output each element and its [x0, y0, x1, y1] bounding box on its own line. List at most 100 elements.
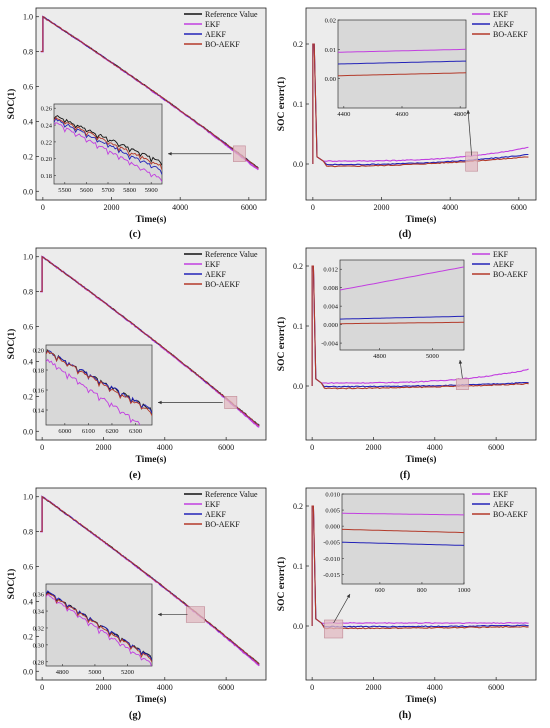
series-group — [40, 495, 260, 667]
series-line-bo-aekf — [40, 15, 259, 169]
inset-series-group — [54, 115, 162, 182]
inset-y-tick-label: 0.012 — [323, 267, 338, 274]
legend-entry: EKF — [205, 500, 221, 509]
inset-x-tick-label: 5000 — [88, 669, 101, 676]
inset-series-line — [342, 512, 464, 516]
panel-label: (d) — [399, 229, 412, 240]
zoom-connector-line — [333, 593, 351, 624]
inset-series-line — [54, 117, 162, 175]
inset-series-group — [338, 48, 466, 77]
legend-entry: EKF — [493, 490, 509, 499]
y-tick-label: 0.1 — [293, 100, 303, 109]
panel-g: 0 2000 4000 6000 0.0 0.2 0.4 0.6 0.8 1.0 Time(s) SO… — [6, 487, 267, 721]
inset-x-tick-label: 5200 — [121, 669, 134, 676]
inset-series-line — [340, 321, 464, 325]
y-tick-label: 1.0 — [23, 253, 33, 262]
y-tick-label: 1.0 — [23, 493, 33, 502]
panel-d: 0 2000 4000 6000 0.0 0.1 0.2 Time(s) SOC erorr(1… — [276, 7, 537, 240]
inset-x-tick-label: 5700 — [102, 187, 115, 194]
inset-series-line — [46, 350, 152, 414]
y-tick-label: 0.6 — [23, 83, 33, 92]
y-axis-label: SOC erorr(1) — [276, 557, 287, 611]
x-tick-label: 0 — [310, 683, 314, 692]
inset-x-tick-label: 4800 — [454, 111, 467, 118]
x-tick-label: 0 — [41, 203, 45, 212]
y-axis-label: SOC erorr(1) — [276, 317, 287, 371]
inset-y-tick-label: -0.005 — [323, 540, 340, 547]
series-line-aekf — [311, 265, 529, 388]
inset-x-tick-label: 4400 — [337, 111, 350, 118]
inset-y-tick-label: 0.00 — [325, 76, 336, 83]
y-tick-label: 0.6 — [23, 563, 33, 572]
series-line-bo-aekf — [312, 43, 529, 168]
inset-y-tick-label: 0.14 — [33, 408, 45, 415]
legend-entry: BO-AEKF — [493, 510, 528, 519]
inset-x-tick-label: 6100 — [82, 428, 95, 435]
inset-x-tick-label: 4600 — [396, 111, 409, 118]
x-axis-label: Time(s) — [406, 214, 437, 225]
legend-entry: BO-AEKF — [205, 40, 240, 49]
series-group — [311, 265, 529, 390]
inset-series-line — [338, 60, 466, 65]
zoom-connector-arrowhead — [458, 360, 463, 364]
series-group — [311, 505, 529, 630]
inset-y-tick-label: 0.02 — [325, 18, 336, 25]
inset-y-tick-label: 0.010 — [325, 492, 340, 499]
zoom-connector-arrowhead — [168, 152, 172, 156]
zoom-connector-arrowhead — [158, 612, 162, 617]
inset-series-line — [54, 122, 162, 182]
inset-series-group — [342, 512, 464, 546]
panel-label: (e) — [129, 470, 141, 481]
legend-entry: AEKF — [205, 270, 226, 279]
x-tick-label: 4000 — [427, 443, 443, 452]
x-tick-label: 2000 — [95, 443, 111, 452]
y-tick-label: 0.0 — [293, 622, 303, 631]
panel-f: 0 2000 4000 6000 0.0 0.1 0.2 Time(s) SOC erorr(1… — [276, 247, 537, 481]
series-group — [312, 43, 529, 168]
y-tick-label: 0.0 — [23, 427, 33, 436]
inset-series-line — [338, 72, 466, 77]
legend-entry: BO-AEKF — [493, 270, 528, 279]
inset-y-tick-label: 0.18 — [33, 368, 44, 375]
x-tick-label: 4000 — [442, 203, 458, 212]
inset-y-tick-label: 0.20 — [41, 156, 52, 163]
inset-series-line — [46, 592, 152, 663]
inset-y-tick-label: 0.004 — [323, 304, 338, 311]
x-tick-label: 2000 — [95, 683, 111, 692]
y-axis-label: SOC(1) — [6, 329, 17, 360]
inset-x-tick-label: 5800 — [123, 187, 136, 194]
inset-series-line — [46, 358, 141, 425]
panel-label: (c) — [129, 229, 141, 240]
legend-entry: Reference Value — [205, 10, 258, 19]
y-tick-label: 0.2 — [293, 40, 303, 49]
zoom-region-box — [233, 145, 246, 162]
y-axis-label: SOC(1) — [6, 569, 17, 600]
series-line-aekf — [311, 505, 529, 628]
x-tick-label: 2000 — [365, 443, 381, 452]
panel-h: 0 2000 4000 6000 0.0 0.1 0.2 Time(s) SOC erorr(1… — [276, 487, 537, 721]
series-line-bo-aekf — [311, 505, 529, 630]
inset-y-tick-label: 0.26 — [41, 106, 53, 113]
inset-series-line — [340, 266, 464, 291]
y-tick-label: 0.8 — [23, 288, 33, 297]
inset-y-tick-label: 0.24 — [41, 123, 53, 130]
inset-series-line — [54, 115, 162, 166]
legend-entry: BO-AEKF — [205, 520, 240, 529]
inset-x-tick-label: 5900 — [145, 187, 158, 194]
y-tick-label: 0.6 — [23, 323, 33, 332]
inset-y-tick-label: 0.01 — [325, 47, 336, 54]
series-line-bo-aekf — [311, 265, 529, 390]
x-axis-label: Time(s) — [406, 454, 437, 465]
inset-area — [341, 493, 465, 585]
x-tick-label: 6000 — [488, 443, 504, 452]
inset-series-line — [342, 541, 464, 546]
legend-entry: EKF — [493, 10, 509, 19]
inset-series-group — [340, 266, 464, 325]
panel-label: (f) — [400, 470, 411, 481]
x-axis-label: Time(s) — [136, 214, 167, 225]
x-tick-label: 6000 — [218, 683, 234, 692]
zoom-region-box — [324, 619, 344, 639]
y-tick-label: 0.4 — [23, 117, 33, 126]
y-tick-label: 0.2 — [23, 392, 33, 401]
